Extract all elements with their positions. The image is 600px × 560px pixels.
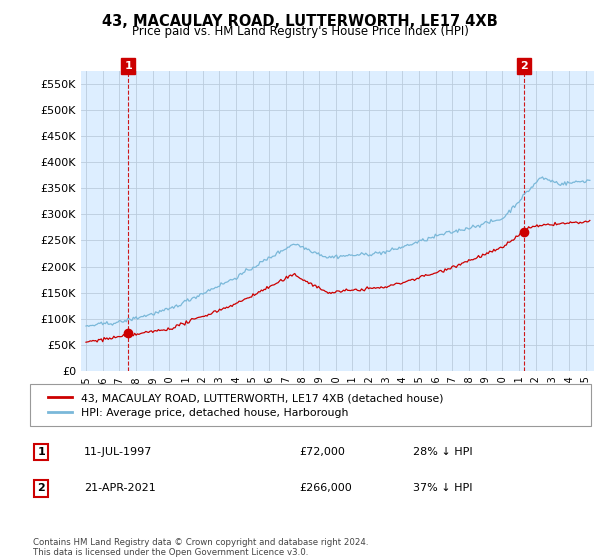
Text: 37% ↓ HPI: 37% ↓ HPI [413,483,472,493]
Text: 28% ↓ HPI: 28% ↓ HPI [413,447,472,457]
Text: 1: 1 [37,447,45,457]
Text: £266,000: £266,000 [299,483,352,493]
Legend: 43, MACAULAY ROAD, LUTTERWORTH, LE17 4XB (detached house), HPI: Average price, d: 43, MACAULAY ROAD, LUTTERWORTH, LE17 4XB… [44,389,448,422]
Text: 2: 2 [520,61,528,71]
Text: 11-JUL-1997: 11-JUL-1997 [84,447,152,457]
Text: Contains HM Land Registry data © Crown copyright and database right 2024.
This d: Contains HM Land Registry data © Crown c… [33,538,368,557]
Text: Price paid vs. HM Land Registry's House Price Index (HPI): Price paid vs. HM Land Registry's House … [131,25,469,38]
Text: 2: 2 [37,483,45,493]
Text: 21-APR-2021: 21-APR-2021 [84,483,155,493]
Text: £72,000: £72,000 [299,447,345,457]
Text: 1: 1 [124,61,132,71]
Text: 43, MACAULAY ROAD, LUTTERWORTH, LE17 4XB: 43, MACAULAY ROAD, LUTTERWORTH, LE17 4XB [102,14,498,29]
